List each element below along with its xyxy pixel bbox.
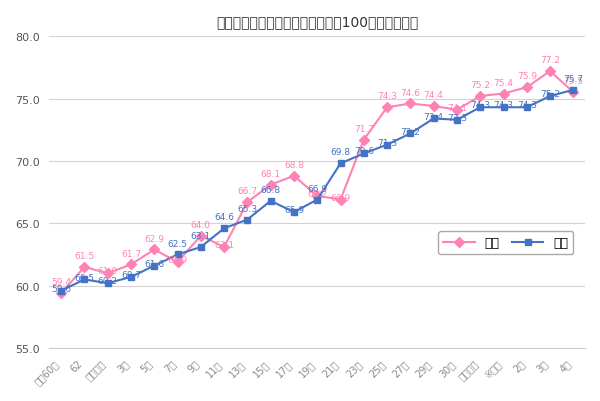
全国 [337,162,344,166]
岡山 [570,91,577,95]
Text: 69.8: 69.8 [331,148,350,157]
Text: 61.7: 61.7 [121,249,141,258]
全国 [383,143,391,148]
全国 [500,105,507,110]
Text: 73.3: 73.3 [447,113,467,122]
全国 [58,289,65,294]
岡山 [197,234,205,239]
Legend: 岡山, 全国: 岡山, 全国 [439,232,574,255]
Text: 61.6: 61.6 [144,259,164,268]
Title: 所定内給与額の男女格差（男性＝100としたとき）: 所定内給与額の男女格差（男性＝100としたとき） [216,15,418,29]
Text: 65.3: 65.3 [238,204,257,213]
岡山 [314,194,321,199]
全国 [570,88,577,93]
Text: 62.9: 62.9 [144,234,164,243]
Text: 59.4: 59.4 [51,277,71,287]
Text: 72.2: 72.2 [400,127,421,136]
Text: 74.3: 74.3 [470,101,490,110]
全国 [174,253,181,257]
Text: 68.1: 68.1 [260,169,281,178]
Text: 64.6: 64.6 [214,213,234,222]
岡山 [430,104,437,109]
岡山 [337,198,344,203]
岡山 [221,245,228,250]
Text: 74.3: 74.3 [377,92,397,101]
全国 [290,210,298,215]
岡山 [407,102,414,107]
Text: 74.4: 74.4 [424,91,443,100]
Text: 63.1: 63.1 [214,241,234,249]
岡山 [454,108,461,113]
Text: 70.6: 70.6 [354,147,374,156]
全国 [127,275,134,279]
岡山 [523,86,530,91]
Text: 66.8: 66.8 [260,185,281,194]
岡山 [127,262,134,267]
Line: 全国: 全国 [58,87,577,294]
岡山 [383,105,391,110]
Text: 74.6: 74.6 [400,88,421,97]
Text: 77.2: 77.2 [540,56,560,65]
Text: 67.2: 67.2 [307,189,327,198]
全国 [197,245,205,250]
全国 [151,263,158,268]
全国 [407,132,414,136]
Text: 60.5: 60.5 [74,273,94,282]
岡山 [81,265,88,270]
Text: 68.8: 68.8 [284,160,304,170]
岡山 [174,260,181,265]
Text: 74.3: 74.3 [494,101,514,110]
岡山 [104,271,111,276]
Text: 75.5: 75.5 [563,77,583,86]
Text: 75.7: 75.7 [563,75,583,84]
岡山 [151,247,158,252]
全国 [360,152,367,156]
Text: 59.6: 59.6 [51,284,71,293]
岡山 [290,174,298,179]
全国 [454,118,461,123]
Text: 60.2: 60.2 [98,277,118,286]
Text: 74.1: 74.1 [447,103,467,113]
岡山 [500,92,507,97]
Text: 63.1: 63.1 [191,231,211,241]
岡山 [58,291,65,296]
Text: 73.4: 73.4 [424,112,443,121]
Text: 71.3: 71.3 [377,138,397,147]
Text: 75.4: 75.4 [494,78,514,87]
全国 [104,281,111,286]
全国 [314,198,321,203]
Text: 74.3: 74.3 [517,101,537,110]
全国 [547,94,554,99]
Line: 岡山: 岡山 [58,69,577,297]
Text: 62.5: 62.5 [167,239,188,248]
全国 [221,226,228,231]
Text: 75.2: 75.2 [470,81,490,90]
Text: 60.7: 60.7 [121,270,141,279]
全国 [267,199,274,204]
Text: 65.9: 65.9 [284,206,304,215]
全国 [523,105,530,110]
Text: 61.5: 61.5 [74,251,94,260]
Text: 64.0: 64.0 [191,220,211,229]
全国 [430,117,437,122]
Text: 66.7: 66.7 [238,187,257,196]
全国 [81,277,88,282]
Text: 66.9: 66.9 [307,184,327,193]
Text: 75.2: 75.2 [540,90,560,99]
全国 [476,105,484,110]
Text: 71.7: 71.7 [354,124,374,134]
全国 [244,218,251,223]
Text: 75.9: 75.9 [517,72,537,81]
岡山 [267,183,274,188]
Text: 61.9: 61.9 [167,255,188,264]
Text: 66.9: 66.9 [331,193,350,202]
岡山 [476,94,484,99]
岡山 [547,69,554,74]
Text: 61.0: 61.0 [98,267,118,275]
岡山 [360,138,367,143]
岡山 [244,200,251,205]
